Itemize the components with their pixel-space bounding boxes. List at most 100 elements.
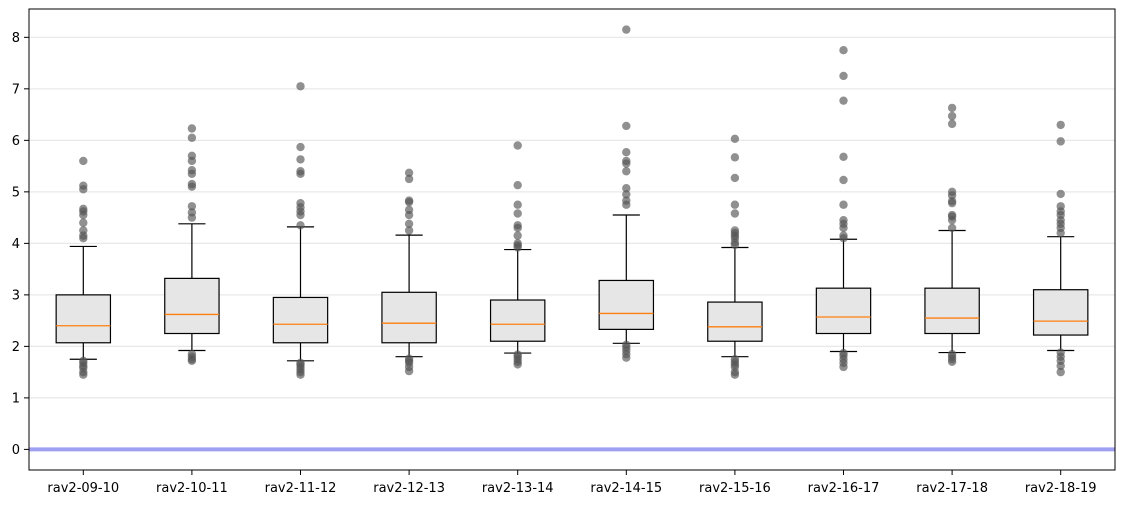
outlier-point [839,200,848,209]
outlier-point [79,181,88,190]
outlier-point [839,46,848,55]
outlier-point [622,156,631,166]
outlier-point [839,175,848,185]
outlier-point [1056,202,1065,211]
y-tick-label: 8 [12,31,20,46]
outlier-point [296,155,305,164]
box-group [381,168,437,376]
outlier-point [839,215,848,225]
outlier-point [730,153,740,162]
outlier-point [404,168,414,177]
box-group [924,103,980,367]
iqr-box [924,287,980,335]
iqr-box [164,277,220,335]
outlier-point [839,96,848,105]
outlier-point [296,82,305,91]
outlier-point [839,348,848,358]
y-tick-label: 1 [12,391,20,406]
outlier-point [1056,348,1065,357]
outlier-point [730,226,740,235]
outlier-point [1056,120,1065,130]
box-group [272,82,329,379]
x-tick-label: rav2-09-10 [47,481,119,496]
outlier-point [513,180,522,190]
outlier-point [296,358,305,368]
outlier-point [947,103,957,113]
outlier-point [404,354,414,363]
outlier-point [187,349,197,359]
iqr-box [489,299,546,342]
x-tick-label: rav2-14-15 [590,481,662,496]
x-tick-label: rav2-16-17 [808,481,880,496]
outlier-point [296,167,305,176]
iqr-box [55,294,112,344]
outlier-point [513,350,522,359]
outlier-point [730,173,740,183]
outlier-point [622,184,631,193]
outlier-point [730,355,740,364]
y-tick-label: 3 [12,288,20,303]
y-tick-label: 5 [12,185,20,200]
outlier-point [404,219,414,228]
outlier-point [839,152,848,162]
outlier-point [622,167,631,176]
iqr-box [272,296,329,344]
outlier-point [187,124,197,133]
outlier-point [622,196,631,205]
outlier-point [622,190,631,199]
outlier-point [296,221,305,230]
outlier-point [513,221,522,230]
outlier-point [79,356,88,366]
x-tick-label: rav2-18-19 [1025,481,1097,496]
outlier-point [622,121,631,131]
box-group [1032,120,1089,377]
outlier-point [187,208,197,217]
axes-layer: 0 1 2 3 4 5 6 7 8 rav2-09-10 rav2-10-11 rav2-11-12 r… [12,31,1097,496]
outlier-point [296,142,305,152]
iqr-box [381,291,437,344]
x-tick-label: rav2-17-18 [916,481,988,496]
iqr-box [1032,289,1089,336]
outlier-point [730,134,740,144]
outlier-point [513,200,522,209]
y-tick-label: 2 [12,340,20,355]
outlier-point [404,174,414,184]
outlier-point [947,119,957,129]
outlier-point [513,239,522,248]
box-group [598,25,655,362]
iqr-box [707,301,763,342]
outlier-point [1056,137,1065,146]
box-group [164,124,220,366]
outlier-point [622,340,631,350]
outlier-point [730,200,740,209]
boxes-layer [55,25,1089,379]
y-tick-label: 6 [12,134,20,149]
outlier-point [187,166,197,175]
box-group [489,141,546,369]
outlier-point [947,210,957,220]
outlier-point [187,133,197,142]
outlier-point [404,226,414,235]
x-tick-label: rav2-11-12 [265,481,337,496]
outlier-point [404,196,414,205]
outlier-point [1056,367,1065,377]
outlier-point [1056,189,1065,199]
outlier-point [187,151,197,160]
outlier-point [730,209,740,218]
outlier-point [947,349,957,359]
outlier-point [622,147,631,157]
outlier-point [513,141,522,150]
box-group [815,46,872,372]
x-tick-label: rav2-15-16 [699,481,771,496]
outlier-point [622,25,631,34]
outlier-point [187,202,197,211]
y-tick-label: 7 [12,82,20,97]
box-group [707,134,763,379]
iqr-box [598,279,655,330]
outlier-point [947,111,957,121]
outlier-point [79,226,88,235]
x-tick-label: rav2-13-14 [482,481,554,496]
plot-area-frame [28,8,1116,471]
outlier-point [513,231,522,240]
outlier-point [947,223,957,233]
